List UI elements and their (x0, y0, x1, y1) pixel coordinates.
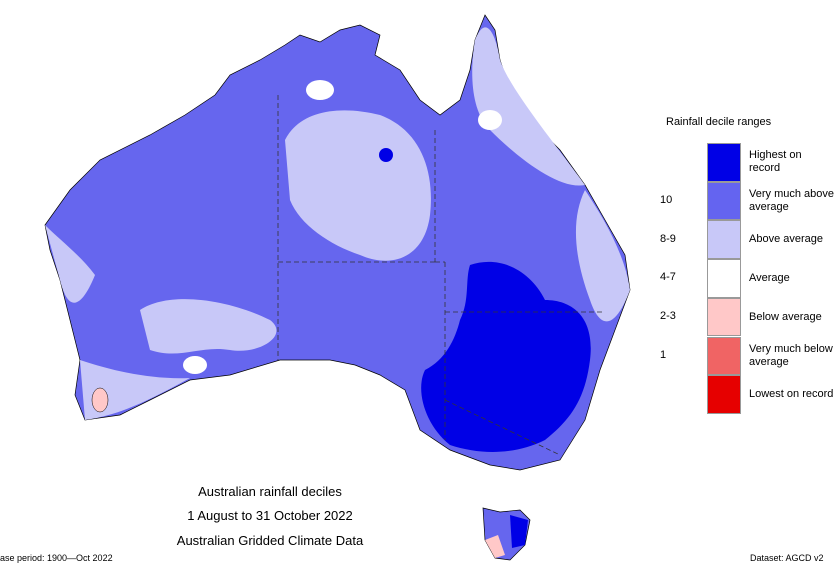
tas-below (485, 535, 505, 558)
legend-label: Above average (749, 233, 823, 246)
above-east (575, 190, 630, 322)
highest-east (421, 261, 591, 452)
legend-range: 8-9 (660, 232, 676, 245)
legend-swatch (707, 220, 741, 260)
legend-range: 4-7 (660, 271, 676, 284)
above-central (285, 110, 431, 261)
legend-swatch (707, 143, 741, 182)
dataset: Dataset: AGCD v2 (750, 553, 824, 563)
above-ne (472, 27, 585, 186)
legend-label: Highest on record (749, 149, 802, 175)
below-sw (91, 387, 109, 413)
base-period: Base period: 1900—Oct 2022 (0, 553, 113, 563)
legend-swatch (707, 297, 741, 337)
legend-swatch (707, 375, 741, 414)
legend-range: 1 (660, 348, 667, 361)
map (44, 14, 631, 561)
legend-label: Very much above average (749, 188, 834, 214)
average-white-3 (183, 356, 207, 374)
legend-label: Lowest on record (749, 388, 834, 401)
legend-swatch (707, 336, 741, 376)
legend-swatch (707, 181, 741, 221)
title-line: Australian rainfall deciles (198, 484, 342, 499)
legend-range: 10 (660, 194, 673, 207)
average-white-1 (306, 80, 334, 100)
above-south (140, 299, 277, 354)
title-line: Australian Gridded Climate Data (176, 533, 364, 548)
legend-range: 2-3 (660, 310, 676, 323)
above-west (45, 225, 95, 303)
legend-label: Very much below average (749, 342, 833, 368)
legend-title: Rainfall decile ranges (666, 116, 772, 128)
legend-label: Below average (749, 310, 822, 323)
legend-label: Average (749, 271, 790, 284)
highest-nt (379, 148, 393, 162)
title-line: 1 August to 31 October 2022 (187, 508, 353, 523)
tas-highest (510, 515, 528, 548)
average-white-2 (478, 110, 502, 130)
legend-swatch (707, 259, 741, 298)
state-borders (277, 95, 605, 456)
